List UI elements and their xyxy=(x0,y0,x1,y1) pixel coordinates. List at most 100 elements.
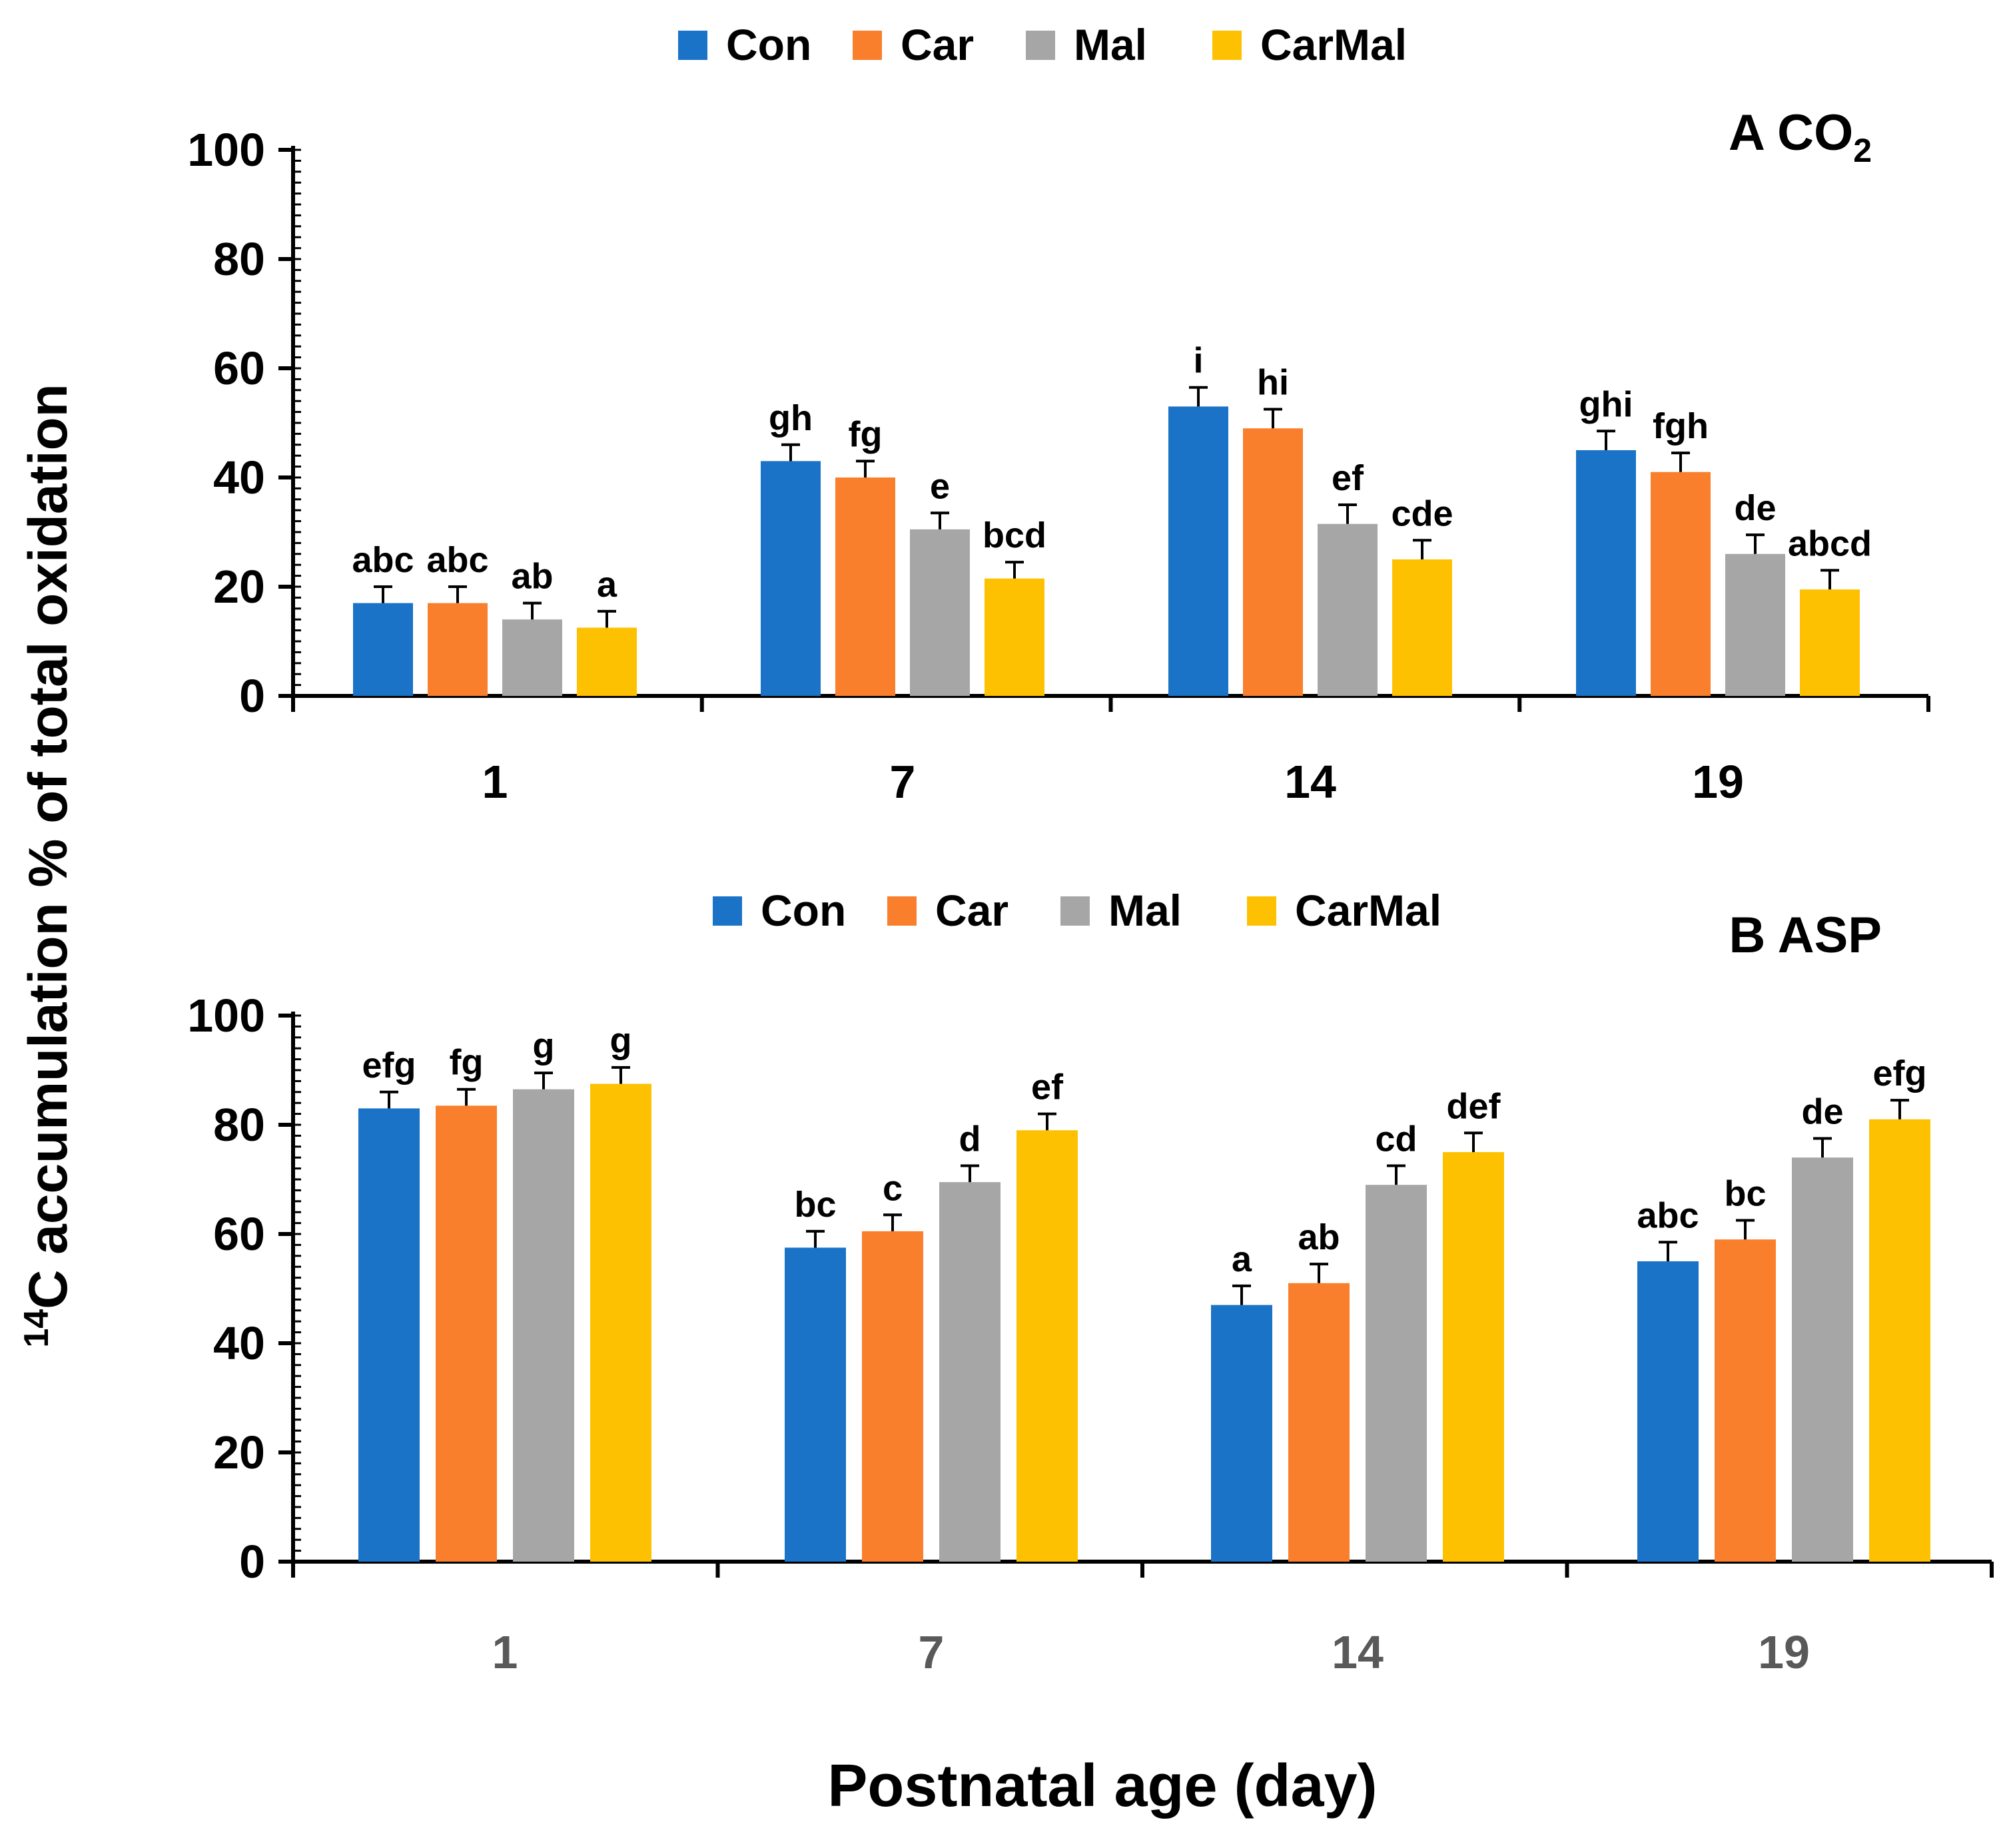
significance-label: cd xyxy=(1375,1119,1417,1159)
panel-title-text: A CO xyxy=(1729,105,1853,161)
y-tick-label: 80 xyxy=(213,1099,265,1151)
panel-title-subscript: 2 xyxy=(1853,132,1872,169)
legend-label-car: Car xyxy=(901,20,974,69)
bar xyxy=(1576,450,1636,696)
x-tick-label: 7 xyxy=(919,1626,945,1678)
bar xyxy=(358,1108,420,1562)
x-tick-label: 14 xyxy=(1284,756,1336,808)
significance-label: i xyxy=(1193,341,1203,381)
significance-label: bcd xyxy=(983,515,1046,555)
significance-label: cde xyxy=(1391,493,1453,533)
bar xyxy=(939,1182,1001,1562)
bar xyxy=(1211,1305,1272,1562)
significance-label: efg xyxy=(362,1046,416,1085)
significance-label: fg xyxy=(450,1043,484,1083)
bar xyxy=(428,603,488,696)
legend-swatch-car xyxy=(853,31,882,60)
series-carmal: g ef def efg xyxy=(590,1021,1930,1562)
significance-label: abc xyxy=(426,540,488,580)
y-axis-label-text: C accumulation % of total oxidation xyxy=(18,384,79,1309)
bar xyxy=(862,1231,923,1562)
bar xyxy=(1725,553,1785,696)
bar xyxy=(1318,523,1378,696)
y-tick-label: 40 xyxy=(213,1317,265,1369)
y-axis-label-superscript: 14 xyxy=(17,1309,56,1348)
bar xyxy=(1443,1152,1504,1562)
y-tick-label: 40 xyxy=(213,452,265,503)
bar xyxy=(590,1083,651,1562)
significance-label: ab xyxy=(1298,1217,1340,1257)
bar xyxy=(1715,1239,1776,1562)
significance-label: abc xyxy=(1637,1195,1699,1235)
significance-label: bc xyxy=(794,1185,836,1225)
bar xyxy=(1792,1157,1853,1562)
significance-label: e xyxy=(930,466,950,506)
bar xyxy=(761,461,821,696)
legend-label-carmal: CarMal xyxy=(1295,886,1441,935)
significance-label: a xyxy=(1232,1239,1252,1279)
bar xyxy=(785,1247,846,1562)
legend-label-mal: Mal xyxy=(1108,886,1182,935)
significance-label: ghi xyxy=(1579,384,1633,424)
y-tick-label: 20 xyxy=(213,1426,265,1478)
panel-title-text: B ASP xyxy=(1729,907,1882,964)
legend-swatch-carmal xyxy=(1212,31,1242,60)
legend-label-con: Con xyxy=(761,886,846,935)
bar xyxy=(1392,559,1452,696)
y-tick-label: 20 xyxy=(213,561,265,613)
significance-label: c xyxy=(883,1168,903,1208)
y-tick-label: 100 xyxy=(187,990,265,1042)
bar xyxy=(513,1089,574,1562)
bar xyxy=(436,1105,497,1562)
legend-label-carmal: CarMal xyxy=(1260,20,1407,69)
y-tick-label: 0 xyxy=(239,670,265,722)
bar xyxy=(1651,471,1711,696)
significance-label: de xyxy=(1734,488,1776,528)
series-mal: ab e ef de xyxy=(502,458,1785,696)
bar xyxy=(1800,589,1860,696)
y-tick-label: 0 xyxy=(239,1536,265,1588)
significance-label: g xyxy=(610,1021,632,1061)
bar xyxy=(1869,1119,1930,1562)
significance-label: hi xyxy=(1257,363,1289,403)
significance-label: def xyxy=(1447,1086,1501,1126)
legend-swatch-mal xyxy=(1060,896,1090,926)
significance-label: de xyxy=(1801,1092,1843,1132)
significance-label: fg xyxy=(849,414,883,454)
series-car: fg c ab bc xyxy=(436,1043,1776,1562)
series-car: abc fg hi fgh xyxy=(426,363,1711,696)
x-tick-label: 19 xyxy=(1692,756,1744,808)
significance-label: g xyxy=(533,1026,555,1066)
significance-label: efg xyxy=(1873,1054,1927,1093)
x-tick-label: 7 xyxy=(890,756,916,808)
x-tick-label: 19 xyxy=(1758,1626,1810,1678)
y-tick-label: 80 xyxy=(213,233,265,285)
significance-label: d xyxy=(959,1119,981,1159)
panel-title: B ASP xyxy=(1729,907,1882,964)
significance-label: a xyxy=(597,565,617,605)
bar xyxy=(502,619,562,696)
significance-label: ef xyxy=(1031,1068,1064,1107)
legend-swatch-mal xyxy=(1026,31,1055,60)
legend-swatch-con xyxy=(678,31,707,60)
y-tick-label: 100 xyxy=(187,124,265,176)
bar xyxy=(1168,406,1228,696)
bar xyxy=(1016,1130,1078,1562)
significance-label: ab xyxy=(511,557,553,597)
bar xyxy=(353,603,413,696)
x-tick-label: 1 xyxy=(482,756,508,808)
legend-swatch-con xyxy=(713,896,742,926)
legend-label-car: Car xyxy=(935,886,1008,935)
bar xyxy=(1366,1185,1427,1562)
significance-label: abc xyxy=(352,540,414,580)
bar xyxy=(1288,1283,1350,1562)
legend-label-con: Con xyxy=(726,20,811,69)
x-tick-label: 14 xyxy=(1332,1626,1384,1678)
x-axis-label: Postnatal age (day) xyxy=(827,1753,1377,1819)
bar xyxy=(1637,1261,1699,1562)
series-mal: g d cd de xyxy=(513,1026,1853,1562)
